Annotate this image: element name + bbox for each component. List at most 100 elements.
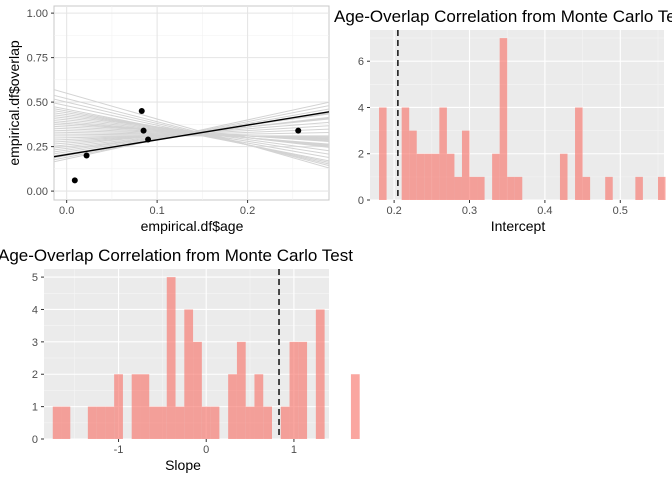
y-tick-label: 3 [32, 337, 38, 349]
simulated-regression-line [54, 101, 329, 163]
histogram-bar [61, 406, 71, 439]
histogram-bar [298, 341, 308, 439]
intercept-histogram-panel: 0.2 0.3 0.4 0.5 0 2 4 6 Age-Overlap Correlation… [334, 7, 672, 234]
y-axis-title: empirical.df$overlap [6, 40, 22, 165]
histogram-bar [514, 176, 523, 200]
x-tick-label: -1 [114, 444, 124, 456]
x-tick-label: 0.4 [537, 205, 552, 217]
slope-ticks: -1 0 1 0 1 2 3 4 5 [32, 272, 297, 456]
x-tick-label: 0 [203, 444, 209, 456]
data-point [138, 108, 145, 115]
x-tick-label: 0.1 [149, 205, 164, 217]
y-tick-label: 0.25 [27, 142, 48, 154]
histogram-bar [657, 176, 666, 200]
slope-histogram-panel: -1 0 1 0 1 2 3 4 5 Age-Overlap Correlation from … [0, 246, 360, 473]
y-tick-label: 0 [358, 195, 364, 207]
data-point [295, 127, 302, 134]
histogram-bar [477, 176, 485, 200]
data-point [83, 152, 90, 159]
histogram-bar [210, 406, 220, 439]
x-tick-label: 0.2 [386, 205, 401, 217]
data-point [71, 177, 78, 184]
histogram-bar [575, 107, 583, 200]
x-tick-label: 0.3 [462, 205, 477, 217]
histogram-bar [379, 107, 387, 200]
intercept-ticks: 0.2 0.3 0.4 0.5 0 2 4 6 [358, 56, 628, 217]
y-tick-label: 5 [32, 272, 38, 284]
simulated-regression-line [54, 89, 329, 169]
histogram-bar [507, 176, 515, 200]
histogram-bar [401, 107, 410, 200]
fitted-regression-line [54, 111, 329, 158]
y-tick-label: 2 [358, 149, 364, 161]
histogram-bar [193, 341, 202, 439]
intercept-x-axis-title: Intercept [491, 218, 546, 234]
histogram-bar [635, 176, 643, 200]
histogram-bar [280, 406, 290, 439]
histogram-bar [175, 406, 185, 439]
histogram-bar [228, 374, 237, 439]
histogram-bar [158, 406, 167, 439]
y-tick-label: 1.00 [27, 8, 48, 20]
x-axis-title: empirical.df$age [141, 218, 244, 234]
histogram-bar [263, 406, 272, 439]
histogram-bar [559, 153, 568, 200]
histogram-bar [454, 176, 462, 200]
simulated-regression-line [54, 94, 329, 167]
histogram-bar [289, 341, 299, 439]
y-tick-label: 4 [32, 304, 38, 316]
histogram-bar [446, 153, 455, 200]
y-tick-label: 4 [358, 102, 364, 114]
intercept-chart-title: Age-Overlap Correlation from Monte Carlo… [334, 7, 672, 26]
histogram-bar [409, 130, 417, 200]
slope-x-axis-title: Slope [165, 457, 201, 473]
x-tick-label: 0.5 [613, 205, 628, 217]
histogram-bar [87, 406, 97, 439]
histogram-bar [254, 374, 264, 439]
scatter-marks [54, 108, 329, 184]
histogram-bar [469, 176, 478, 200]
data-point [140, 127, 147, 134]
y-tick-label: 0.00 [27, 186, 48, 198]
y-tick-label: 2 [32, 369, 38, 381]
scatter-ticks: 0.0 0.1 0.2 0.00 0.25 0.50 0.75 1.00 [27, 8, 256, 217]
histogram-bar [350, 374, 360, 439]
scatter-grid [54, 6, 329, 200]
simulated-regression-line [54, 105, 329, 161]
data-point [145, 136, 152, 143]
histogram-bar [245, 406, 255, 439]
histogram-bar [184, 309, 194, 439]
histogram-bar [166, 277, 176, 439]
histogram-bar [416, 153, 425, 200]
simulated-regression-line [54, 132, 329, 139]
histogram-bar [52, 406, 62, 439]
histogram-bar [424, 153, 432, 200]
histogram-bar [105, 406, 115, 439]
histogram-bar [461, 130, 470, 200]
x-tick-label: 1 [291, 444, 297, 456]
y-tick-label: 1 [32, 402, 38, 414]
histogram-bar [96, 406, 106, 439]
y-tick-label: 0 [32, 434, 38, 446]
x-tick-label: 0.2 [240, 205, 255, 217]
y-tick-label: 0.50 [27, 97, 48, 109]
histogram-bar [439, 107, 447, 200]
x-tick-label: 0.0 [59, 205, 74, 217]
histogram-bar [582, 176, 591, 200]
histogram-bar [605, 176, 613, 200]
histogram-bar [114, 374, 123, 439]
histogram-bar [499, 38, 508, 200]
scatter-panel: 0.0 0.1 0.2 0.00 0.25 0.50 0.75 1.00 empirical.… [6, 5, 330, 234]
histogram-bar [201, 406, 211, 439]
intercept-grid [370, 30, 664, 201]
slope-bars [52, 269, 360, 439]
y-tick-label: 0.75 [27, 53, 48, 65]
histogram-bar [431, 153, 440, 200]
intercept-bars [379, 30, 666, 200]
y-tick-label: 6 [358, 56, 364, 68]
histogram-bar [140, 374, 150, 439]
histogram-bar [236, 341, 246, 439]
histogram-bar [131, 374, 141, 439]
histogram-bar [492, 153, 500, 200]
